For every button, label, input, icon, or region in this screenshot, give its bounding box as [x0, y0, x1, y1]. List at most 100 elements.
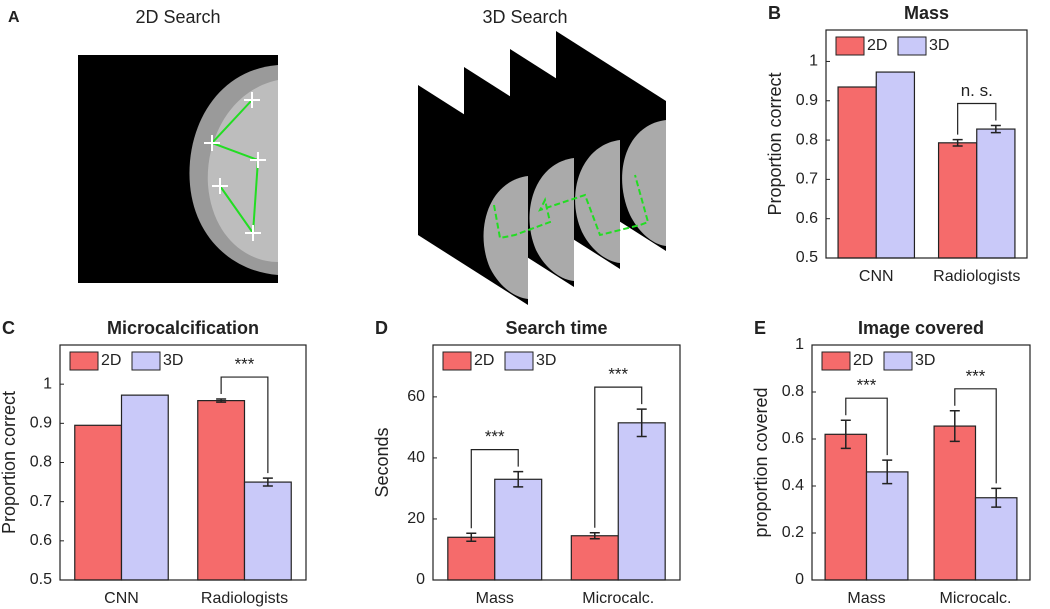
y-tick-label: 0.4 [782, 477, 804, 494]
error-bar [991, 487, 1002, 508]
axes-box [59, 344, 307, 581]
panel-label: E [754, 318, 766, 338]
y-tick-label: 0.2 [782, 524, 804, 541]
y-tick-label: 0.8 [796, 131, 818, 148]
error-bar [882, 459, 893, 485]
bar [120, 394, 169, 581]
bar [875, 71, 916, 259]
legend-label: 3D [929, 37, 949, 54]
panel-label: B [768, 3, 781, 23]
error-bar [636, 408, 647, 438]
bar [933, 425, 977, 581]
y-tick-label: 60 [407, 388, 425, 405]
legend-swatch [131, 351, 161, 371]
panel-a-illustration [78, 31, 666, 305]
y-tick-label: 0.6 [30, 532, 52, 549]
y-tick-label: 0.5 [796, 249, 818, 266]
error-bar [513, 470, 524, 488]
legend-label: 2D [474, 352, 494, 369]
y-tick-label: 0.7 [796, 171, 818, 188]
significance-label: *** [966, 366, 986, 385]
slices-3d [418, 31, 666, 305]
bar [824, 433, 868, 581]
bar [494, 478, 543, 581]
bar [447, 536, 496, 581]
panel-label: A [8, 9, 20, 26]
y-tick-label: 0.6 [796, 210, 818, 227]
significance-bracket [594, 386, 643, 528]
y-axis-label: Proportion correct [0, 391, 19, 534]
bar [837, 86, 877, 259]
panel-title: 2D Search [135, 7, 220, 27]
legend-label: 2D [101, 352, 121, 369]
significance-label: n. s. [961, 81, 993, 100]
y-tick-label: 40 [407, 449, 425, 466]
y-axis-label: proportion covered [751, 387, 771, 537]
significance-bracket [845, 397, 888, 456]
y-tick-label: 0.8 [782, 383, 804, 400]
axes-box [825, 29, 1028, 259]
error-bar [952, 138, 963, 147]
bar [243, 481, 292, 581]
significance-bracket [957, 102, 997, 135]
significance-bracket [220, 376, 269, 474]
significance-label: *** [857, 376, 877, 395]
y-axis-label: Seconds [372, 427, 392, 497]
y-tick-label: 0.6 [782, 430, 804, 447]
legend-label: 3D [915, 352, 935, 369]
legend-label: 2D [853, 352, 873, 369]
y-tick-label: 0 [416, 571, 425, 588]
x-tick-label: CNN [104, 590, 139, 607]
legend-label: 2D [867, 37, 887, 54]
axes-box [432, 344, 681, 581]
error-bar [949, 410, 960, 443]
x-tick-label: CNN [859, 268, 894, 285]
legend-label: 3D [163, 352, 183, 369]
error-bar [216, 398, 227, 403]
error-bar [262, 477, 273, 487]
bar [570, 535, 619, 581]
y-tick-label: 1 [43, 375, 52, 392]
y-tick-label: 20 [407, 510, 425, 527]
legend-swatch [835, 36, 865, 56]
x-tick-label: Radiologists [933, 268, 1020, 285]
bar [197, 400, 246, 581]
y-tick-label: 0 [795, 571, 804, 588]
chart-title: Image covered [858, 318, 984, 338]
x-tick-label: Mass [847, 590, 885, 607]
legend-label: 3D [536, 352, 556, 369]
y-tick-label: 0.7 [30, 493, 52, 510]
bar [976, 128, 1016, 259]
y-tick-label: 1 [809, 53, 818, 70]
y-tick-label: 0.8 [30, 454, 52, 471]
error-bar [589, 531, 600, 540]
legend-swatch [883, 351, 913, 371]
panel-label: C [2, 318, 15, 338]
bar [617, 422, 666, 581]
significance-bracket [954, 388, 997, 484]
fixations-2d [204, 92, 266, 241]
chart-title: Microcalcification [107, 318, 259, 338]
significance-bracket [470, 449, 519, 529]
y-tick-label: 0.9 [30, 415, 52, 432]
bar [74, 424, 123, 581]
significance-label: *** [485, 427, 505, 446]
legend-swatch [442, 351, 472, 371]
chart-title: Mass [904, 3, 949, 23]
x-tick-label: Mass [476, 590, 514, 607]
y-axis-label: Proportion correct [765, 72, 785, 215]
axes-box [811, 344, 1031, 581]
error-bar [840, 419, 851, 450]
bar [865, 471, 909, 581]
bar [974, 497, 1018, 581]
chart-title: Search time [505, 318, 607, 338]
x-tick-label: Radiologists [201, 590, 288, 607]
x-tick-label: Microcalc. [582, 590, 654, 607]
panel-title: 3D Search [482, 7, 567, 27]
legend-swatch [69, 351, 99, 371]
legend-swatch [504, 351, 534, 371]
error-bar [990, 124, 1001, 134]
legend-swatch [821, 351, 851, 371]
significance-label: *** [608, 365, 628, 384]
